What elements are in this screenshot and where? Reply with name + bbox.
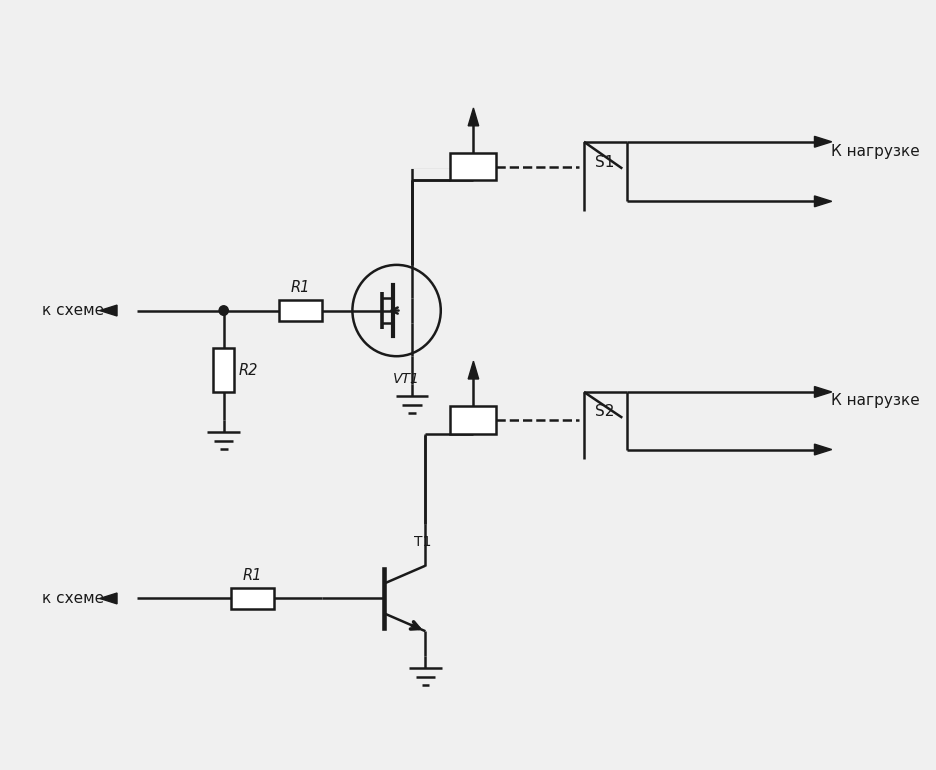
Polygon shape xyxy=(468,108,478,126)
Bar xyxy=(231,588,273,609)
Text: К нагрузке: К нагрузке xyxy=(831,393,919,408)
Bar xyxy=(450,152,496,180)
Polygon shape xyxy=(814,196,832,207)
Polygon shape xyxy=(814,444,832,455)
Polygon shape xyxy=(100,593,117,604)
Text: VT1: VT1 xyxy=(393,372,419,386)
Text: T1: T1 xyxy=(414,535,431,549)
Polygon shape xyxy=(814,387,832,397)
Text: R1: R1 xyxy=(291,280,310,295)
Circle shape xyxy=(219,306,228,315)
Polygon shape xyxy=(814,136,832,147)
Text: к схеме: к схеме xyxy=(41,303,104,318)
Text: S1: S1 xyxy=(595,155,615,170)
Text: S2: S2 xyxy=(595,404,615,420)
Text: R2: R2 xyxy=(239,363,258,377)
Bar xyxy=(280,300,322,321)
Polygon shape xyxy=(468,361,478,379)
Text: R1: R1 xyxy=(242,567,262,583)
Text: к схеме: к схеме xyxy=(41,591,104,606)
Bar xyxy=(213,348,234,392)
Bar xyxy=(450,406,496,434)
Text: К нагрузке: К нагрузке xyxy=(831,144,919,159)
Polygon shape xyxy=(100,305,117,316)
